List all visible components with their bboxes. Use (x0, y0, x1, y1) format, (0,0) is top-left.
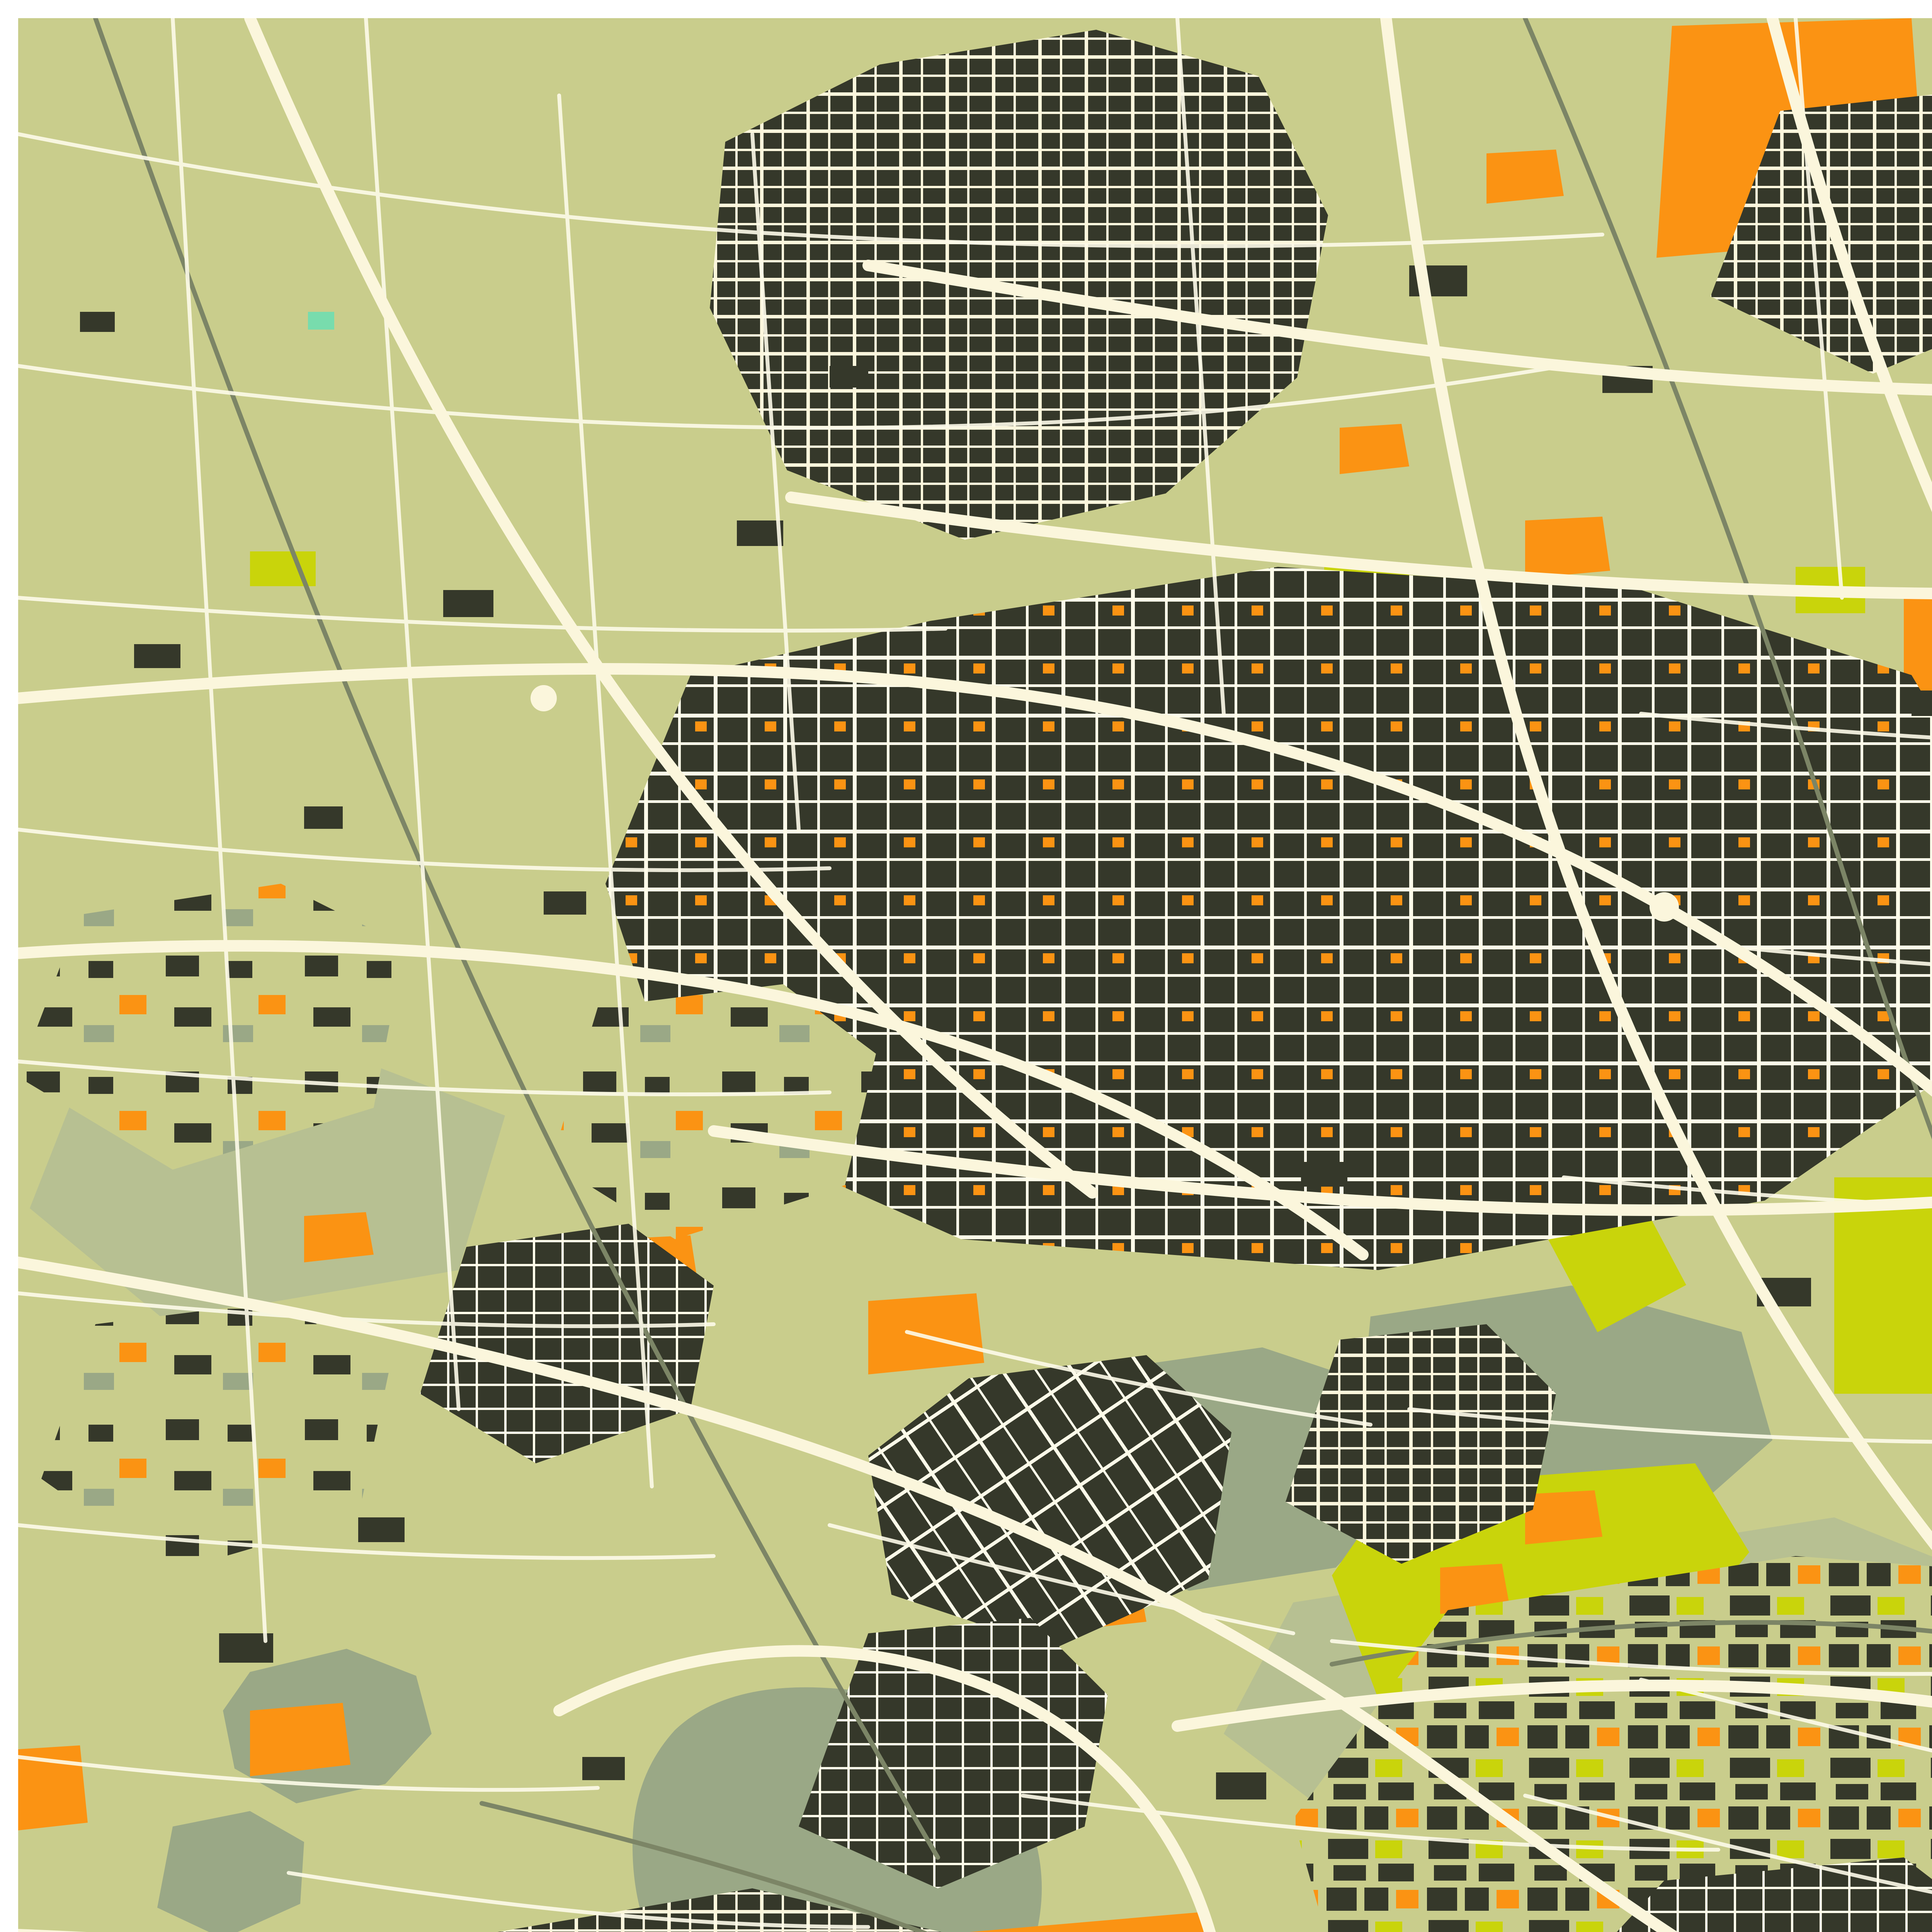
map-canvas[interactable] (18, 18, 1932, 1932)
motorway-a3-coast (18, 1257, 1678, 1932)
urban-town-w-small (41, 1301, 389, 1571)
motorway-east (1767, 18, 1932, 512)
rail-ring (1330, 1620, 1932, 1667)
rail-north-main (1523, 18, 1932, 1140)
arterial-west (18, 940, 1369, 1260)
arterial-mid-cross (708, 1125, 1932, 1216)
urban-town-nw-small (18, 884, 405, 1170)
motorway-a1-north (1380, 18, 1932, 1550)
railway-layer (93, 18, 1932, 1932)
pond-northwest (308, 312, 334, 330)
arterial-n-cross (862, 260, 1932, 396)
urban-west-coast (497, 1888, 942, 1932)
junction-nodes (531, 685, 1679, 922)
urban-hill-town-c (1286, 1324, 1556, 1564)
arterial-city-north (1172, 1679, 1932, 1732)
map-illustration (18, 18, 1932, 1932)
rail-west-branch (480, 1801, 929, 1932)
major-roads-layer (18, 18, 1932, 1932)
urban-city-core (1293, 1556, 1932, 1932)
forest-hill-west (157, 1811, 304, 1932)
arterial-crater-ring (553, 1645, 1216, 1932)
urban-strip-north (1711, 94, 1932, 374)
urban-hill-town-a (868, 1355, 1231, 1649)
urban-hill-town-b (799, 1618, 1108, 1888)
arterial-nw (244, 18, 1098, 1199)
arterial-n-cross2 (785, 492, 1932, 599)
urban-north-belt (605, 567, 1932, 1270)
rail-nw-diagonal (93, 18, 940, 1860)
urban-fabric-layer (18, 30, 1932, 1932)
minor-roads-layer (18, 18, 1932, 1929)
